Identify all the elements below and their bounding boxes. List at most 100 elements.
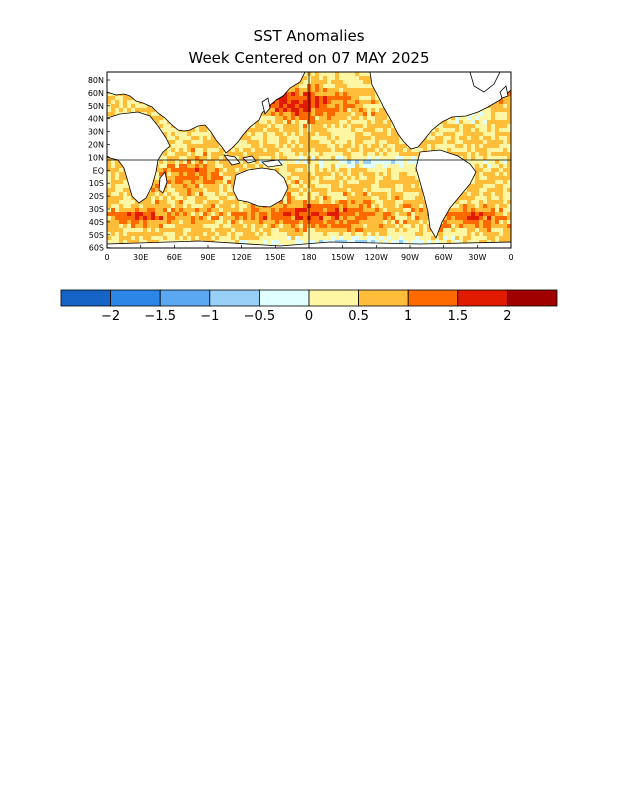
- anomaly-cell: [315, 148, 319, 152]
- anomaly-cell: [203, 152, 207, 156]
- anomaly-cell: [391, 188, 395, 192]
- anomaly-cell: [175, 156, 179, 160]
- anomaly-cell: [403, 220, 407, 224]
- anomaly-cell: [131, 224, 135, 228]
- anomaly-cell: [155, 168, 159, 172]
- anomaly-cell: [367, 128, 371, 132]
- anomaly-cell: [503, 160, 507, 164]
- anomaly-cell: [459, 204, 463, 208]
- anomaly-cell: [399, 172, 403, 176]
- anomaly-cell: [455, 152, 459, 156]
- anomaly-cell: [383, 224, 387, 228]
- anomaly-cell: [375, 224, 379, 228]
- anomaly-cell: [139, 216, 143, 220]
- anomaly-cell: [323, 220, 327, 224]
- anomaly-cell: [391, 216, 395, 220]
- anomaly-cell: [163, 208, 167, 212]
- anomaly-cell: [231, 224, 235, 228]
- anomaly-cell: [355, 140, 359, 144]
- anomaly-cell: [319, 208, 323, 212]
- anomaly-cell: [423, 200, 427, 204]
- anomaly-cell: [327, 204, 331, 208]
- anomaly-cell: [371, 228, 375, 232]
- anomaly-cell: [507, 108, 511, 112]
- anomaly-cell: [295, 124, 299, 128]
- anomaly-cell: [379, 120, 383, 124]
- anomaly-cell: [199, 192, 203, 196]
- anomaly-cell: [275, 112, 279, 116]
- anomaly-cell: [387, 120, 391, 124]
- anomaly-cell: [331, 92, 335, 96]
- anomaly-cell: [183, 152, 187, 156]
- anomaly-cell: [223, 164, 227, 168]
- anomaly-cell: [463, 140, 467, 144]
- anomaly-cell: [339, 100, 343, 104]
- lon-tick-label: 150W: [331, 253, 354, 262]
- anomaly-cell: [191, 172, 195, 176]
- anomaly-cell: [291, 112, 295, 116]
- anomaly-cell: [155, 212, 159, 216]
- anomaly-cell: [391, 196, 395, 200]
- anomaly-cell: [395, 228, 399, 232]
- anomaly-cell: [371, 176, 375, 180]
- anomaly-cell: [263, 140, 267, 144]
- anomaly-cell: [211, 200, 215, 204]
- anomaly-cell: [159, 216, 163, 220]
- anomaly-cell: [287, 232, 291, 236]
- anomaly-cell: [167, 216, 171, 220]
- anomaly-cell: [459, 136, 463, 140]
- anomaly-cell: [115, 164, 119, 168]
- anomaly-cell: [311, 200, 315, 204]
- anomaly-cell: [347, 200, 351, 204]
- anomaly-cell: [323, 216, 327, 220]
- anomaly-cell: [135, 200, 139, 204]
- anomaly-cell: [499, 208, 503, 212]
- anomaly-cell: [111, 180, 115, 184]
- anomaly-cell: [339, 80, 343, 84]
- anomaly-cell: [327, 100, 331, 104]
- anomaly-cell: [247, 216, 251, 220]
- anomaly-cell: [127, 220, 131, 224]
- anomaly-cell: [279, 104, 283, 108]
- anomaly-cell: [343, 108, 347, 112]
- anomaly-cell: [495, 120, 499, 124]
- anomaly-cell: [295, 112, 299, 116]
- anomaly-cell: [331, 236, 335, 240]
- anomaly-cell: [495, 176, 499, 180]
- anomaly-cell: [347, 220, 351, 224]
- anomaly-cell: [143, 216, 147, 220]
- anomaly-cell: [399, 164, 403, 168]
- anomaly-cell: [503, 100, 507, 104]
- anomaly-cell: [243, 136, 247, 140]
- anomaly-cell: [495, 188, 499, 192]
- anomaly-cell: [175, 180, 179, 184]
- anomaly-cell: [159, 224, 163, 228]
- anomaly-cell: [127, 208, 131, 212]
- anomaly-cell: [359, 180, 363, 184]
- anomaly-cell: [199, 208, 203, 212]
- anomaly-cell: [327, 200, 331, 204]
- anomaly-cell: [203, 220, 207, 224]
- lon-tick-label: 60E: [167, 253, 182, 262]
- anomaly-cell: [319, 116, 323, 120]
- anomaly-cell: [195, 216, 199, 220]
- anomaly-cell: [359, 240, 363, 244]
- anomaly-cell: [283, 116, 287, 120]
- anomaly-cell: [351, 148, 355, 152]
- anomaly-cell: [135, 236, 139, 240]
- anomaly-cell: [303, 152, 307, 156]
- anomaly-cell: [387, 172, 391, 176]
- anomaly-cell: [383, 216, 387, 220]
- anomaly-cell: [283, 128, 287, 132]
- anomaly-cell: [507, 212, 511, 216]
- anomaly-cell: [387, 140, 391, 144]
- anomaly-cell: [215, 176, 219, 180]
- anomaly-cell: [119, 196, 123, 200]
- anomaly-cell: [215, 180, 219, 184]
- anomaly-cell: [231, 236, 235, 240]
- anomaly-cell: [331, 184, 335, 188]
- anomaly-cell: [355, 192, 359, 196]
- anomaly-cell: [363, 184, 367, 188]
- anomaly-cell: [407, 212, 411, 216]
- anomaly-cell: [303, 224, 307, 228]
